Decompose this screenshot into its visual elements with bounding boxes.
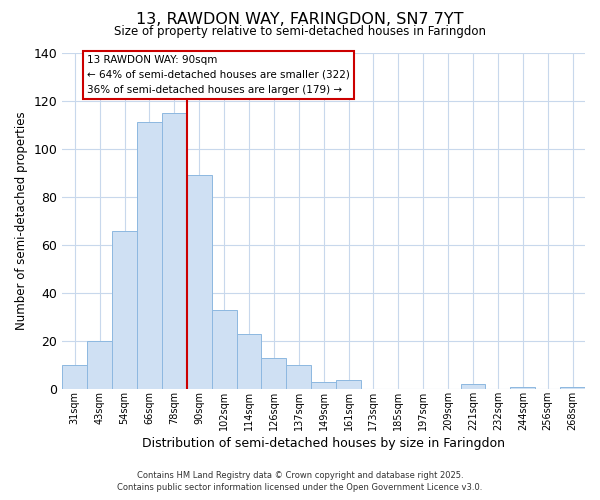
Bar [212,310,236,390]
Text: Size of property relative to semi-detached houses in Faringdon: Size of property relative to semi-detach… [114,25,486,38]
Y-axis label: Number of semi-detached properties: Number of semi-detached properties [15,112,28,330]
Bar [336,380,361,390]
Bar [311,382,336,390]
Bar [461,384,485,390]
X-axis label: Distribution of semi-detached houses by size in Faringdon: Distribution of semi-detached houses by … [142,437,505,450]
Bar [62,365,87,390]
Bar [262,358,286,390]
Bar [286,365,311,390]
Bar [560,387,585,390]
Bar [162,112,187,390]
Bar [87,341,112,390]
Text: 13, RAWDON WAY, FARINGDON, SN7 7YT: 13, RAWDON WAY, FARINGDON, SN7 7YT [136,12,464,28]
Bar [236,334,262,390]
Bar [187,175,212,390]
Text: 13 RAWDON WAY: 90sqm
← 64% of semi-detached houses are smaller (322)
36% of semi: 13 RAWDON WAY: 90sqm ← 64% of semi-detac… [87,55,350,94]
Bar [511,387,535,390]
Text: Contains HM Land Registry data © Crown copyright and database right 2025.
Contai: Contains HM Land Registry data © Crown c… [118,471,482,492]
Bar [137,122,162,390]
Bar [112,230,137,390]
